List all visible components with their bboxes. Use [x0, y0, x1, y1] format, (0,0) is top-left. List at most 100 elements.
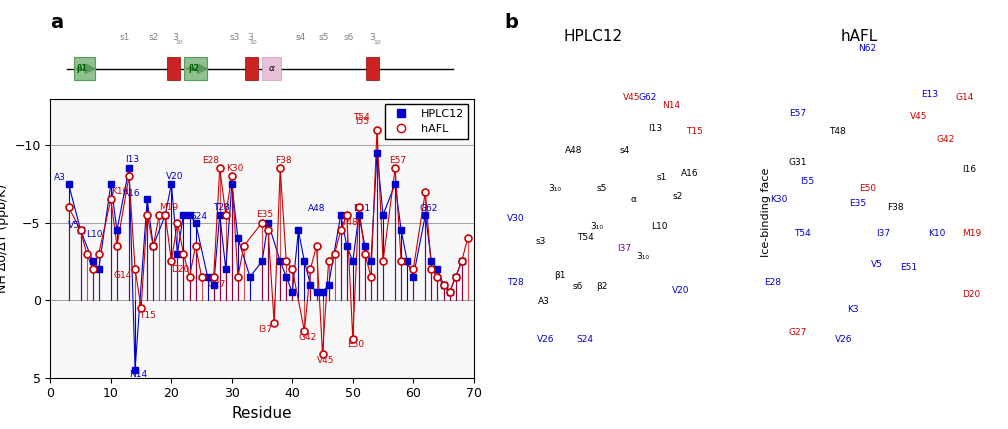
Text: T15: T15 — [139, 311, 155, 320]
Bar — [262, 57, 281, 80]
HPLC12 — [371, 150, 383, 155]
Text: G42: G42 — [937, 135, 956, 144]
Text: T15: T15 — [685, 127, 703, 136]
Text: E50: E50 — [348, 341, 364, 350]
Text: L10: L10 — [651, 222, 667, 231]
Text: I37: I37 — [258, 325, 272, 334]
Text: HPLC12: HPLC12 — [563, 29, 623, 44]
Text: A3: A3 — [537, 297, 549, 306]
Text: s2: s2 — [672, 192, 683, 201]
HPLC12 — [341, 243, 353, 248]
Text: A48: A48 — [307, 204, 326, 213]
HPLC12 — [335, 212, 347, 218]
HPLC12 — [310, 290, 323, 295]
Text: 10: 10 — [249, 40, 257, 45]
Text: G42: G42 — [298, 333, 317, 342]
Text: I37: I37 — [618, 245, 632, 254]
Text: β2: β2 — [188, 64, 199, 73]
Text: A48: A48 — [564, 146, 583, 155]
Text: s4: s4 — [295, 33, 305, 42]
Text: I13: I13 — [125, 154, 139, 163]
Text: I16: I16 — [963, 165, 977, 174]
Text: F38: F38 — [887, 203, 903, 212]
Text: 3₁₀: 3₁₀ — [591, 222, 603, 231]
Text: K3: K3 — [848, 305, 859, 314]
Text: V26: V26 — [836, 335, 853, 344]
Bar — [74, 57, 95, 80]
Text: E51: E51 — [354, 204, 370, 213]
Text: V5: V5 — [68, 221, 80, 230]
Text: a: a — [50, 13, 64, 32]
Text: V30: V30 — [507, 214, 524, 223]
Text: α: α — [631, 196, 637, 204]
Text: V45: V45 — [623, 94, 640, 103]
Bar — [366, 57, 379, 80]
Text: s5: s5 — [319, 33, 329, 42]
hAFL — [232, 274, 244, 279]
Text: I55: I55 — [800, 177, 814, 185]
Text: s1: s1 — [656, 173, 667, 182]
Bar — [245, 57, 258, 80]
Text: E28: E28 — [764, 278, 781, 287]
Text: E50: E50 — [859, 184, 876, 193]
Text: G62: G62 — [638, 94, 657, 103]
Text: V5: V5 — [871, 260, 882, 269]
Text: E51: E51 — [900, 263, 917, 272]
hAFL — [347, 336, 359, 341]
Text: G14: G14 — [114, 271, 132, 280]
Text: V26: V26 — [537, 335, 554, 344]
HPLC12 — [62, 181, 75, 187]
Text: N62: N62 — [858, 45, 876, 53]
Text: s6: s6 — [344, 33, 354, 42]
Text: hAFL: hAFL — [841, 29, 878, 44]
Text: b: b — [504, 13, 518, 32]
Text: V45: V45 — [909, 112, 927, 121]
hAFL — [81, 251, 93, 256]
Text: s1: s1 — [119, 33, 130, 42]
Text: s5: s5 — [596, 184, 607, 193]
Text: I13: I13 — [647, 124, 662, 133]
Text: M19: M19 — [962, 230, 981, 239]
Text: G14: G14 — [956, 94, 974, 103]
Text: A16: A16 — [123, 189, 141, 198]
hAFL — [317, 352, 329, 357]
Text: T48: T48 — [829, 127, 846, 136]
Text: E28: E28 — [203, 156, 219, 165]
Text: T28: T28 — [213, 202, 230, 211]
hAFL — [341, 212, 353, 218]
Text: s6: s6 — [573, 282, 584, 291]
Text: 10: 10 — [373, 40, 381, 45]
X-axis label: Residue: Residue — [232, 406, 292, 421]
HPLC12 — [190, 220, 202, 225]
HPLC12 — [389, 181, 401, 187]
Text: G31: G31 — [788, 158, 807, 166]
Bar — [167, 57, 179, 80]
Text: T54: T54 — [794, 230, 810, 239]
hAFL — [171, 220, 183, 225]
HPLC12 — [129, 367, 141, 372]
Text: β1: β1 — [553, 271, 565, 280]
Text: 3: 3 — [247, 33, 253, 42]
Legend: HPLC12, hAFL: HPLC12, hAFL — [385, 104, 468, 139]
Bar — [183, 57, 207, 80]
Text: N14: N14 — [662, 101, 680, 110]
Text: V45: V45 — [317, 356, 335, 365]
Text: F38: F38 — [275, 156, 291, 165]
Text: I37: I37 — [876, 230, 891, 239]
Line: HPLC12: HPLC12 — [66, 149, 465, 373]
Y-axis label: NH Δδ/ΔT (ppb/K): NH Δδ/ΔT (ppb/K) — [0, 184, 9, 293]
Text: s3: s3 — [536, 237, 546, 246]
Text: s4: s4 — [620, 146, 630, 155]
Text: K30: K30 — [226, 164, 244, 173]
Text: M19: M19 — [158, 202, 178, 211]
Text: 3₁₀: 3₁₀ — [548, 184, 561, 193]
Text: V20: V20 — [671, 286, 688, 295]
Text: T48: T48 — [342, 218, 358, 227]
Text: E35: E35 — [257, 210, 273, 219]
Text: E57: E57 — [390, 156, 406, 165]
Text: G27: G27 — [208, 280, 226, 289]
Text: K10: K10 — [111, 187, 129, 196]
hAFL — [62, 205, 75, 210]
Text: K10: K10 — [928, 230, 946, 239]
Text: 3₁₀: 3₁₀ — [637, 252, 649, 261]
